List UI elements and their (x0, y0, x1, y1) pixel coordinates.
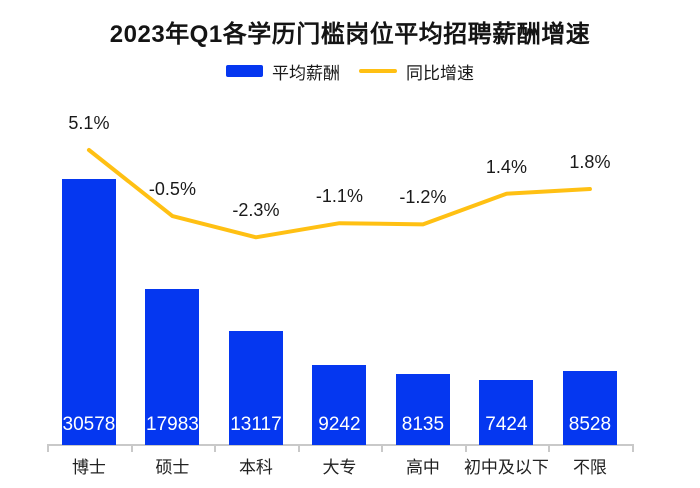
x-axis-tick (381, 444, 384, 452)
growth-line-path (86, 148, 592, 240)
category-label: 大专 (322, 458, 357, 477)
salary-bar (562, 370, 617, 445)
growth-percent-label: -1.1% (315, 186, 363, 207)
growth-legend-label: 同比增速 (406, 63, 474, 83)
growth-percent-label: 1.4% (485, 156, 527, 177)
x-axis-tick (47, 444, 50, 452)
growth-percent-label: -1.2% (399, 187, 447, 208)
category-label: 本科 (238, 458, 273, 477)
salary-legend-label: 平均薪酬 (272, 63, 340, 83)
growth-percent-label: 1.8% (569, 151, 611, 172)
category-label: 初中及以下 (463, 458, 549, 477)
bar-value-label: 7424 (485, 414, 528, 435)
salary-bar (228, 330, 283, 445)
category-label: 博士 (71, 458, 106, 477)
bar-value-label: 17983 (146, 414, 199, 435)
x-axis-tick (297, 444, 300, 452)
salary-bar (61, 179, 116, 445)
x-axis-tick (130, 444, 133, 452)
growth-percent-label: -2.3% (232, 200, 280, 221)
bar-value-label: 9242 (318, 414, 361, 435)
x-axis-line (47, 444, 632, 446)
chart-legend: 平均薪酬 同比增速 (0, 60, 700, 83)
growth-percent-label: -0.5% (148, 179, 196, 200)
salary-legend-swatch (226, 65, 263, 77)
salary-bar (312, 364, 367, 445)
x-axis-tick (464, 444, 467, 452)
growth-percent-label: 5.1% (68, 113, 110, 134)
category-label: 高中 (405, 458, 440, 477)
salary-bar (479, 380, 534, 445)
growth-legend-line-swatch (359, 69, 397, 73)
x-axis-tick (548, 444, 551, 452)
category-label: 不限 (572, 458, 607, 477)
bar-value-label: 8135 (401, 414, 445, 435)
bar-value-label: 8528 (568, 414, 612, 435)
x-axis-tick (631, 444, 634, 452)
category-label: 硕士 (155, 458, 190, 477)
x-axis-tick (214, 444, 217, 452)
bar-value-label: 13117 (230, 414, 282, 435)
salary-bar (395, 374, 450, 445)
chart-title: 2023年Q1各学历门槛岗位平均招聘薪酬增速 (109, 21, 591, 48)
salary-bar (145, 288, 200, 445)
bar-value-label: 30578 (62, 414, 116, 435)
